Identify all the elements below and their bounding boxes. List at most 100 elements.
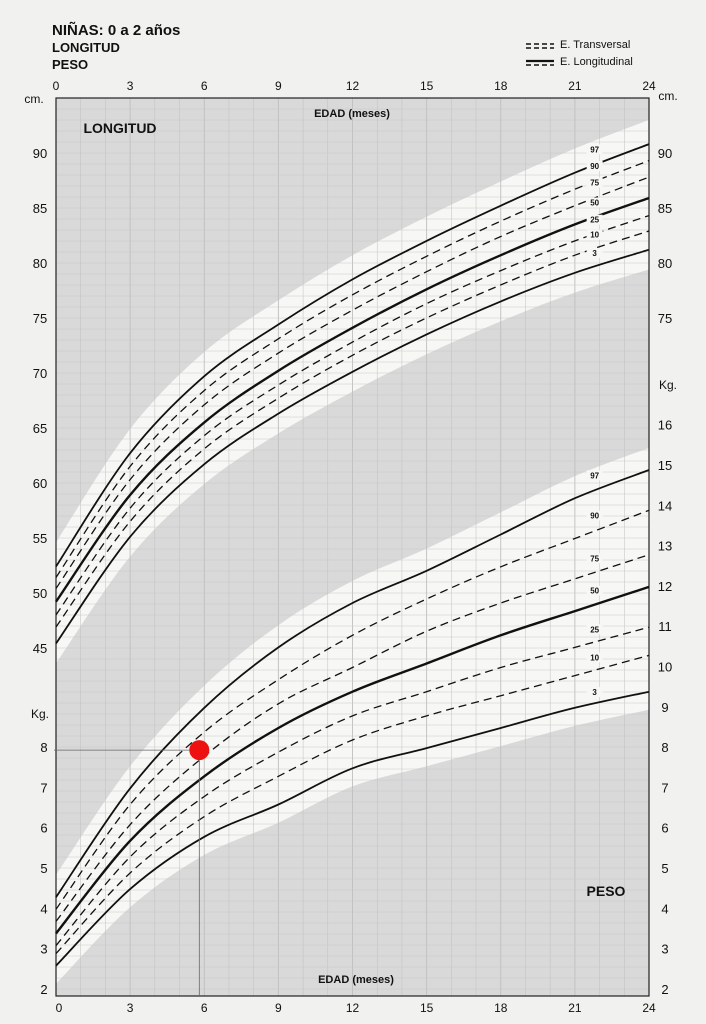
weight-y-tick-right: 5 bbox=[661, 861, 668, 876]
length-label-bg bbox=[586, 144, 603, 155]
weight-percentile-label: 50 bbox=[590, 587, 599, 596]
weight-y-tick-right: 3 bbox=[661, 942, 668, 957]
weight-percentile-label: 25 bbox=[590, 625, 599, 634]
top-x-tick-label: 0 bbox=[53, 79, 60, 93]
weight-percentile-label: 97 bbox=[590, 471, 599, 480]
weight-percentile-label: 3 bbox=[592, 688, 597, 697]
bottom-x-tick-label: 0 bbox=[56, 1001, 63, 1015]
weight-y-tick-right: 13 bbox=[658, 539, 672, 554]
weight-y-tick-left: 8 bbox=[40, 740, 47, 755]
weight-y-tick-right: 8 bbox=[661, 740, 668, 755]
length-curve-p3 bbox=[55, 248, 650, 645]
length-percentile-label: 90 bbox=[590, 162, 599, 171]
length-y-tick-left: 85 bbox=[33, 201, 47, 216]
weight-curve-p50 bbox=[55, 585, 650, 935]
weight-label-bg bbox=[586, 470, 603, 481]
weight-curve-p10 bbox=[55, 654, 650, 955]
bottom-x-tick-label: 6 bbox=[201, 1001, 208, 1015]
length-y-tick-right: 80 bbox=[658, 256, 672, 271]
measurement-marker bbox=[189, 740, 210, 761]
weight-y-tick-left: 4 bbox=[40, 901, 47, 916]
length-percentile-label: 10 bbox=[590, 231, 599, 240]
weight-curve-p90 bbox=[55, 509, 650, 910]
weight-curve-p75 bbox=[55, 554, 650, 922]
legend-swatch-solid-dashed bbox=[526, 58, 554, 66]
length-label-bg bbox=[586, 229, 603, 240]
length-y-tick-left: 50 bbox=[33, 586, 47, 601]
length-y-tick-right: 90 bbox=[658, 146, 672, 161]
weight-y-tick-right: 9 bbox=[661, 700, 668, 715]
length-curve-p97 bbox=[55, 143, 650, 567]
length-percentile-label: 50 bbox=[590, 199, 599, 208]
weight-y-tick-right: 11 bbox=[658, 619, 672, 634]
length-y-tick-left: 90 bbox=[33, 146, 47, 161]
weight-y-tick-right: 6 bbox=[661, 821, 668, 836]
weight-percentile-label: 90 bbox=[590, 512, 599, 521]
weight-y-tick-right: 2 bbox=[661, 982, 668, 997]
length-curve-p75 bbox=[55, 176, 650, 589]
top-x-tick-label: 15 bbox=[420, 79, 434, 93]
weight-percentile-label: 10 bbox=[590, 653, 599, 662]
grid-lines bbox=[55, 97, 650, 997]
length-y-unit-right: cm. bbox=[658, 89, 677, 103]
weight-curve-p97 bbox=[55, 469, 650, 898]
top-x-tick-label: 21 bbox=[568, 79, 582, 93]
weight-y-unit-left: Kg. bbox=[31, 707, 49, 721]
length-panel-title: LONGITUD bbox=[83, 120, 156, 136]
weight-curve-p25 bbox=[55, 626, 650, 947]
length-curve-p10 bbox=[55, 230, 650, 628]
page-title: NIÑAS: 0 a 2 años bbox=[52, 22, 181, 39]
bottom-x-tick-label: 18 bbox=[494, 1001, 508, 1015]
weight-panel-title: PESO bbox=[587, 883, 626, 899]
legend-item-transversal: E. Transversal bbox=[526, 39, 630, 51]
length-label-bg bbox=[586, 247, 603, 258]
length-y-tick-left: 70 bbox=[33, 366, 47, 381]
length-curve-p90 bbox=[55, 159, 650, 578]
top-x-tick-label: 9 bbox=[275, 79, 282, 93]
legend-label-longitudinal: E. Longitudinal bbox=[560, 56, 633, 68]
top-x-tick-label: 18 bbox=[494, 79, 508, 93]
weight-y-tick-left: 2 bbox=[40, 982, 47, 997]
percentile-curves bbox=[55, 143, 650, 967]
length-y-tick-left: 45 bbox=[33, 641, 47, 656]
top-x-tick-label: 3 bbox=[127, 79, 134, 93]
weight-percentile-label: 75 bbox=[590, 554, 599, 563]
bottom-x-tick-label: 15 bbox=[420, 1001, 434, 1015]
weight-y-tick-right: 14 bbox=[658, 498, 672, 513]
weight-label-bg bbox=[586, 687, 603, 698]
weight-y-tick-right: 7 bbox=[661, 780, 668, 795]
weight-y-tick-left: 3 bbox=[40, 942, 47, 957]
legend-label-transversal: E. Transversal bbox=[560, 39, 631, 51]
legend-item-longitudinal: E. Longitudinal bbox=[526, 56, 633, 68]
weight-y-tick-right: 4 bbox=[661, 901, 668, 916]
bottom-x-tick-label: 9 bbox=[275, 1001, 282, 1015]
weight-y-tick-left: 7 bbox=[40, 780, 47, 795]
bottom-x-tick-label: 3 bbox=[127, 1001, 134, 1015]
weight-label-bg bbox=[586, 652, 603, 663]
top-x-tick-label: 24 bbox=[642, 79, 656, 93]
weight-y-tick-left: 6 bbox=[40, 821, 47, 836]
weight-curve-p3 bbox=[55, 690, 650, 967]
length-label-bg bbox=[586, 177, 603, 188]
length-percentile-label: 25 bbox=[590, 216, 599, 225]
length-label-bg bbox=[586, 161, 603, 172]
plot-frame bbox=[55, 97, 650, 997]
weight-label-bg bbox=[586, 585, 603, 596]
length-percentile-label: 97 bbox=[590, 146, 599, 155]
length-y-tick-left: 60 bbox=[33, 476, 47, 491]
length-label-bg bbox=[586, 197, 603, 208]
subtitle-peso: PESO bbox=[52, 57, 89, 72]
weight-y-unit-right: Kg. bbox=[659, 378, 677, 392]
length-label-bg bbox=[586, 214, 603, 225]
bottom-x-tick-label: 21 bbox=[568, 1001, 582, 1015]
length-y-tick-left: 55 bbox=[33, 531, 47, 546]
weight-y-tick-right: 15 bbox=[658, 458, 672, 473]
length-y-tick-right: 75 bbox=[658, 311, 672, 326]
length-curve-p25 bbox=[55, 214, 650, 616]
top-x-tick-label: 6 bbox=[201, 79, 208, 93]
length-x-axis-label: EDAD (meses) bbox=[314, 108, 390, 120]
bottom-x-tick-label: 12 bbox=[346, 1001, 360, 1015]
weight-y-tick-left: 5 bbox=[40, 861, 47, 876]
